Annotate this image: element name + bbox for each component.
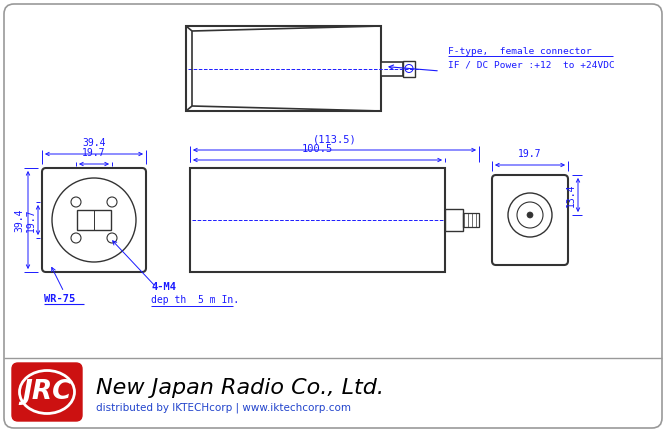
Text: 19.7: 19.7 [82, 148, 106, 158]
Bar [463, 213, 479, 227]
Text: JRC: JRC [22, 379, 72, 405]
Text: WR-75: WR-75 [44, 294, 75, 304]
Text: IF / DC Power :+12  to +24VDC: IF / DC Power :+12 to +24VDC [448, 60, 615, 69]
Text: 39.4: 39.4 [14, 208, 24, 232]
Text: 19.7: 19.7 [26, 208, 36, 232]
Text: New Japan Radio Co., Ltd.: New Japan Radio Co., Ltd. [96, 378, 384, 398]
Text: dep th  5 m In.: dep th 5 m In. [151, 295, 239, 305]
Text: 13.4: 13.4 [566, 183, 576, 207]
Text: distributed by IKTECHcorp | www.iktechcorp.com: distributed by IKTECHcorp | www.iktechco… [96, 403, 351, 413]
Circle shape [527, 212, 533, 218]
FancyBboxPatch shape [492, 175, 568, 265]
Text: 39.4: 39.4 [82, 138, 106, 148]
Bar [381, 61, 403, 76]
Text: 4-M4: 4-M4 [151, 282, 176, 292]
Text: F-type,  female connector: F-type, female connector [448, 47, 592, 56]
Bar [190, 168, 445, 272]
Ellipse shape [19, 371, 75, 413]
Bar [186, 26, 381, 111]
FancyBboxPatch shape [42, 168, 146, 272]
Bar [445, 209, 463, 231]
Text: 100.5: 100.5 [302, 144, 333, 154]
Text: (113.5): (113.5) [312, 134, 356, 144]
Bar [77, 210, 111, 230]
FancyBboxPatch shape [4, 4, 662, 428]
Text: 19.7: 19.7 [518, 149, 541, 159]
FancyBboxPatch shape [12, 363, 82, 421]
Bar [403, 60, 415, 76]
